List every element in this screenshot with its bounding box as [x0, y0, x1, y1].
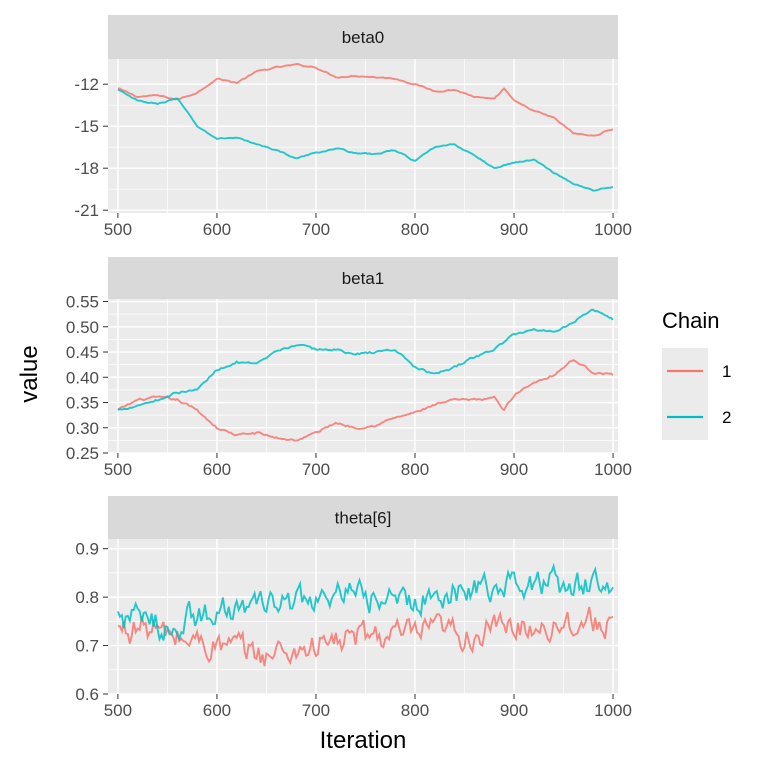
panel-1-y-tick-label: -21 — [74, 201, 99, 220]
panel-1-y-tick-label: -18 — [74, 159, 99, 178]
panel-1-x-tick-label: 700 — [302, 220, 330, 239]
panel-3-x-tick-label: 1000 — [594, 701, 632, 720]
panel-2-y-tick-label: 0.40 — [66, 368, 99, 387]
y-axis-title: value — [16, 345, 43, 402]
panel-2-y-tick-label: 0.25 — [66, 444, 99, 463]
panel-3-background — [108, 539, 618, 694]
x-axis-title: Iteration — [320, 727, 407, 754]
panel-3-strip-title: theta[6] — [335, 509, 392, 528]
legend-label: 2 — [722, 408, 731, 427]
panel-2-series-chain-2 — [117, 308, 614, 411]
panel-1-y-tick-label: -12 — [74, 75, 99, 94]
panel-3-series-chain-2 — [117, 562, 614, 643]
panel-3-x-tick-label: 800 — [401, 701, 429, 720]
panel-2-x-tick-label: 600 — [203, 460, 231, 479]
panel-1-x-tick-label: 500 — [104, 220, 132, 239]
panel-1-series-chain-2 — [117, 88, 614, 192]
panel-2-y-tick-label: 0.35 — [66, 394, 99, 413]
panel-3-y-tick-label: 0.9 — [75, 540, 99, 559]
panel-2-y-tick-label: 0.30 — [66, 419, 99, 438]
legend-title: Chain — [662, 308, 719, 333]
panel-3-x-tick-label: 900 — [500, 701, 528, 720]
panel-1-x-tick-label: 800 — [401, 220, 429, 239]
panel-1-background — [108, 59, 618, 213]
panel-3-y-tick-label: 0.7 — [75, 637, 99, 656]
panel-3-series-chain-1 — [117, 606, 614, 667]
panel-2-x-tick-label: 800 — [401, 460, 429, 479]
panel-1-x-tick-label: 600 — [203, 220, 231, 239]
panel-2-x-tick-label: 900 — [500, 460, 528, 479]
panel-1-series-chain-1 — [117, 63, 614, 137]
panel-2-y-tick-label: 0.45 — [66, 343, 99, 362]
panel-1-y-tick-label: -15 — [74, 117, 99, 136]
panel-1-strip — [108, 15, 618, 59]
panel-1-x-tick-label: 900 — [500, 220, 528, 239]
panel-3-y-tick-label: 0.8 — [75, 588, 99, 607]
panel-2-background — [108, 299, 618, 453]
panel-3-y-tick-label: 0.6 — [75, 685, 99, 704]
panel-1-x-tick-label: 1000 — [594, 220, 632, 239]
legend-label: 1 — [722, 362, 731, 381]
panel-2-x-tick-label: 500 — [104, 460, 132, 479]
panel-2-y-tick-label: 0.55 — [66, 293, 99, 312]
panel-2-x-tick-label: 700 — [302, 460, 330, 479]
panel-2-x-tick-label: 1000 — [594, 460, 632, 479]
panel-2-strip — [108, 257, 618, 299]
panel-3-strip — [108, 496, 618, 539]
panel-3-x-tick-label: 500 — [104, 701, 132, 720]
panel-3-x-tick-label: 600 — [203, 701, 231, 720]
panel-2-y-tick-label: 0.50 — [66, 318, 99, 337]
panel-3-x-tick-label: 700 — [302, 701, 330, 720]
panel-1-strip-title: beta0 — [342, 28, 385, 47]
panel-2-strip-title: beta1 — [342, 269, 385, 288]
panel-2-series-chain-1 — [117, 359, 614, 442]
